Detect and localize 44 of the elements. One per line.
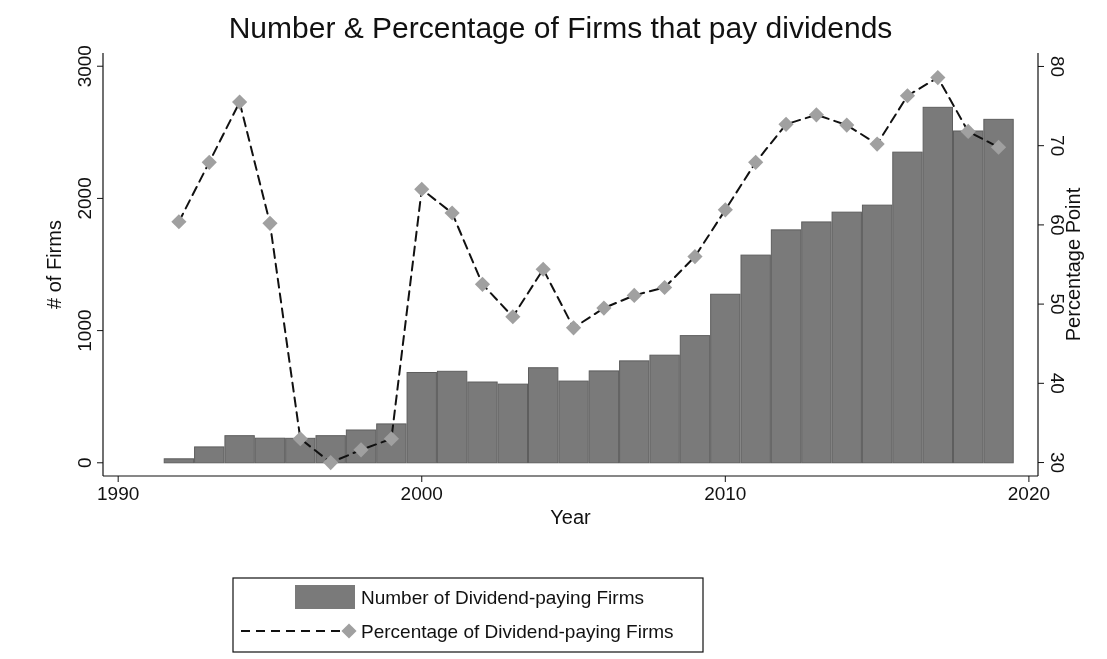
point [778,116,794,132]
point [292,431,308,447]
y2-tick-label: 40 [1047,372,1068,394]
point [323,454,339,471]
legend-label: Number of Dividend-paying Firms [361,587,644,608]
y2-tick-label: 80 [1047,55,1068,78]
point [474,276,491,292]
y-tick-label: 3000 [74,45,95,88]
x-axis-title: Year [550,506,592,528]
point [535,261,551,277]
point [596,300,612,316]
point [565,320,582,336]
y-axis-title: # of Firms [43,220,65,309]
y-tick-label: 0 [74,457,95,469]
point [869,136,885,152]
y-tick-label: 2000 [74,177,95,220]
point [626,287,642,303]
point [960,123,976,140]
x-tick-label: 1990 [97,483,140,504]
point [839,117,855,133]
y-tick-label: 1000 [74,309,95,352]
point [930,69,946,86]
point [171,214,187,230]
point [232,94,248,110]
point [717,202,733,218]
x-tick-label: 2020 [1007,483,1051,504]
point [687,248,703,265]
x-tick-label: 2000 [400,483,443,504]
y2-tick-label: 50 [1047,293,1068,315]
point [505,309,521,325]
chart-title: Number & Percentage of Firms that pay dividends [228,11,893,44]
point [808,107,824,123]
point [748,154,764,170]
point [657,279,673,296]
point [201,154,217,170]
point [444,205,460,221]
point [899,88,916,104]
y2-tick-label: 30 [1047,451,1068,474]
legend-label: Percentage of Dividend-paying Firms [361,621,674,642]
point [262,215,278,231]
point [414,181,430,197]
x-tick-label: 2010 [704,483,747,504]
point [990,139,1007,155]
y2-tick-label: 70 [1047,135,1068,157]
